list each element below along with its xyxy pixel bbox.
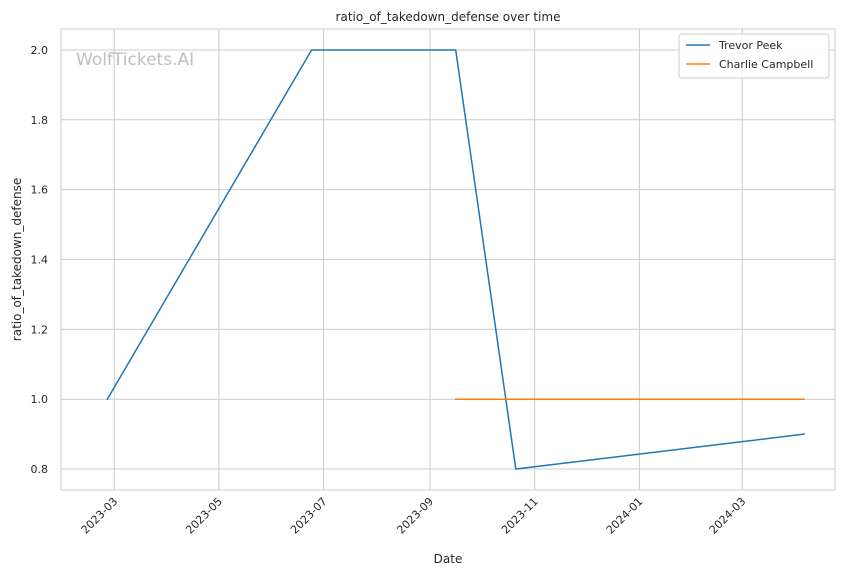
y-tick-label: 0.8 [31, 463, 49, 476]
x-tick-label: 2023-07 [288, 495, 330, 537]
y-tick-label: 1.0 [31, 393, 49, 406]
y-axis-ticks: 0.8 1.0 1.2 1.4 1.6 1.8 2.0 [31, 44, 49, 476]
chart-title: ratio_of_takedown_defense over time [336, 10, 561, 24]
legend-box [678, 33, 830, 79]
y-tick-label: 1.6 [31, 184, 49, 197]
x-tick-label: 2023-05 [183, 495, 225, 537]
x-tick-label: 2023-03 [79, 495, 121, 537]
series-line-trevor-peek [106, 49, 805, 470]
x-tick-label: 2023-11 [499, 495, 541, 537]
x-tick-label: 2023-09 [394, 495, 436, 537]
x-tick-label: 2024-03 [707, 495, 749, 537]
y-axis-label: ratio_of_takedown_defense [10, 178, 24, 341]
legend-label-charlie-campbell: Charlie Campbell [719, 58, 813, 71]
legend-label-trevor-peek: Trevor Peek [718, 39, 783, 52]
y-tick-label: 1.8 [31, 114, 49, 127]
grid [61, 29, 835, 490]
watermark: WolfTickets.AI [76, 50, 194, 70]
y-tick-label: 1.4 [31, 254, 49, 267]
y-tick-label: 2.0 [31, 44, 49, 57]
x-tick-label: 2024-01 [604, 495, 646, 537]
series-layer [106, 49, 805, 470]
x-axis-label: Date [434, 552, 463, 566]
legend: Trevor Peek Charlie Campbell [678, 33, 830, 79]
plot-frame [60, 28, 836, 491]
y-tick-label: 1.2 [31, 323, 49, 336]
x-axis-ticks: 2023-03 2023-05 2023-07 2023-09 2023-11 2024-… [79, 495, 749, 537]
